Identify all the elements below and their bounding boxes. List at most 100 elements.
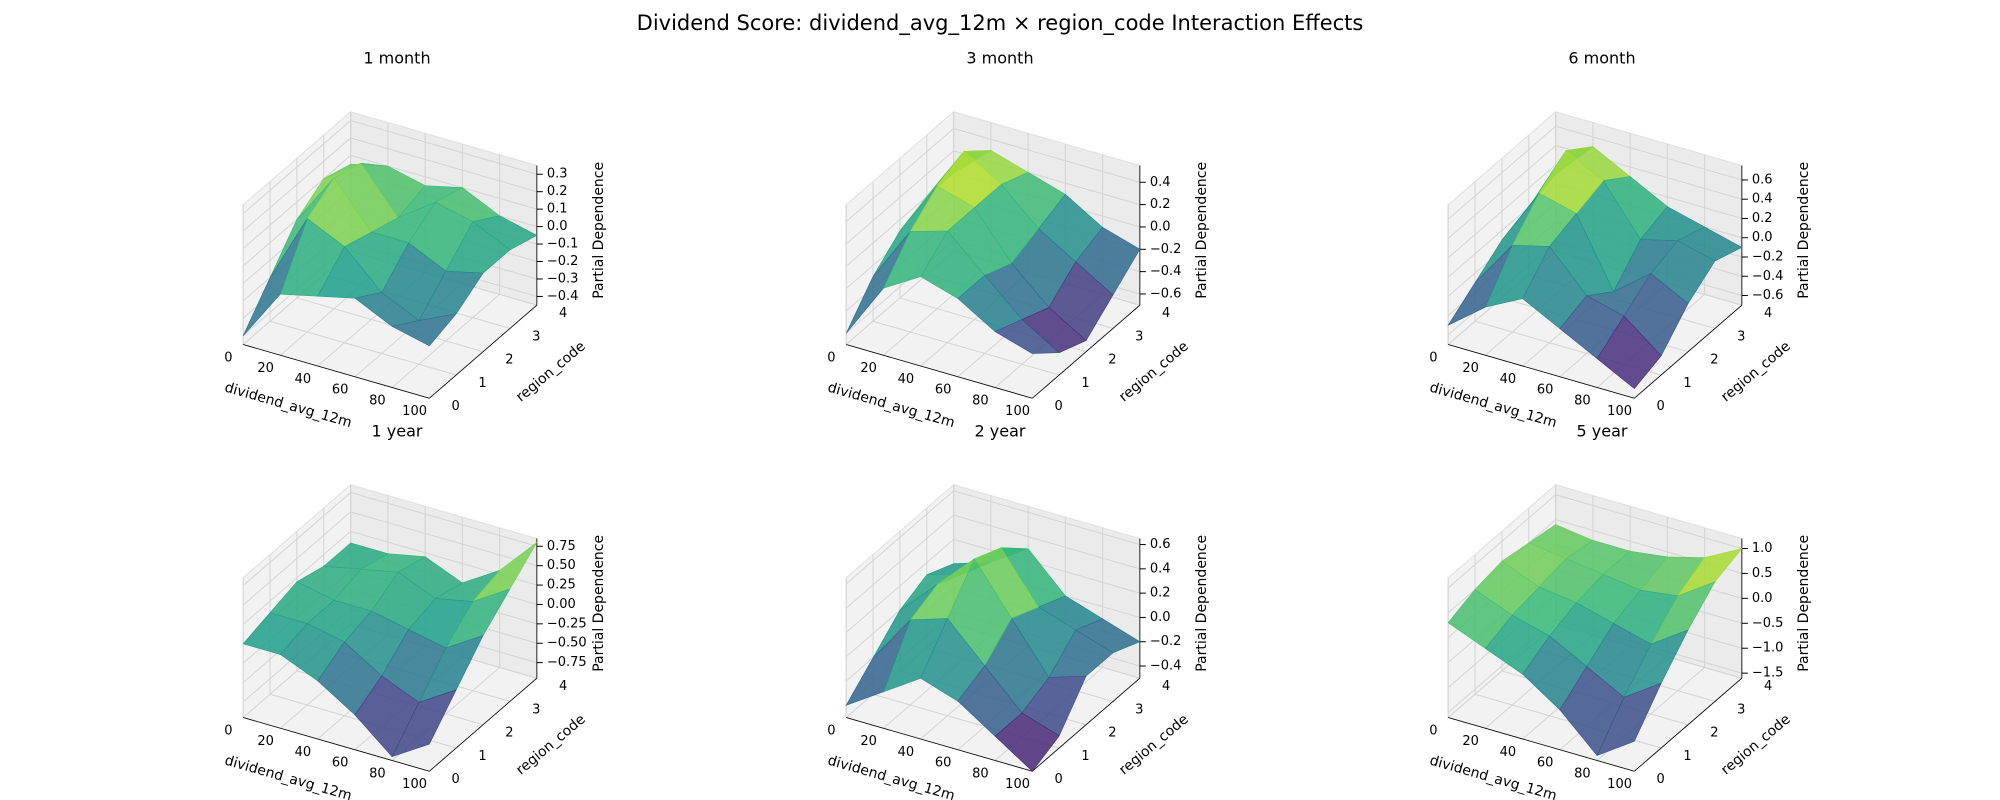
axis-line [1634, 304, 1743, 399]
z-axis-label: Partial Dependence [1796, 162, 1812, 299]
subplot-title: 2 year [975, 422, 1026, 441]
axis-line [1634, 677, 1743, 772]
figure-title: Dividend Score: dividend_avg_12m × regio… [637, 11, 1364, 36]
z-axis-label: Partial Dependence [1194, 535, 1210, 672]
surface-patch [1596, 315, 1662, 390]
axis-line [429, 304, 538, 399]
subplot-title: 5 year [1577, 422, 1628, 441]
x-tick-label: 0 [827, 350, 835, 365]
y-tick-label: 3 [1737, 702, 1745, 717]
z-tick-label: 0.5 [1752, 566, 1773, 581]
y-tick-label: 4 [1162, 679, 1170, 694]
z-tick-label: −0.4 [1150, 264, 1182, 279]
y-tick-label: 0 [1055, 399, 1063, 414]
y-tick-label: 4 [1764, 306, 1772, 321]
z-tick-label: 0.4 [1150, 561, 1171, 576]
surface-patch [1596, 682, 1662, 757]
x-tick-label: 60 [1537, 383, 1554, 398]
grid-line [242, 120, 351, 214]
surface-patch [391, 313, 457, 347]
z-tick-label: −0.4 [547, 289, 579, 304]
surface-patch [391, 689, 457, 758]
y-tick-label: 1 [1683, 749, 1691, 764]
x-tick-label: 60 [1537, 756, 1554, 771]
y-tick-label: 1 [478, 749, 486, 764]
y-tick-label: 0 [452, 399, 460, 414]
z-tick-label: −0.2 [547, 254, 579, 269]
x-tick-label: 80 [972, 766, 989, 781]
x-tick-label: 80 [972, 393, 989, 408]
z-tick-label: −0.2 [1150, 242, 1182, 257]
z-tick-label: −0.1 [547, 237, 579, 252]
grid-line [1447, 494, 1556, 589]
y-tick-label: 0 [452, 772, 460, 787]
grid-line [1447, 145, 1556, 239]
y-tick-label: 1 [1081, 376, 1089, 391]
z-axis-label: Partial Dependence [591, 535, 607, 672]
grid-line [953, 490, 1140, 546]
z-tick-label: 0.6 [1752, 172, 1773, 187]
y-tick-label: 2 [505, 726, 513, 741]
z-tick-label: 0.0 [1150, 219, 1171, 234]
axis-line [243, 717, 430, 772]
grid-line [242, 155, 351, 249]
grid-line [1555, 125, 1742, 181]
x-tick-label: 60 [332, 756, 349, 771]
grid-line [845, 150, 954, 245]
y-tick-label: 4 [559, 679, 567, 694]
z-axis-label: Partial Dependence [1796, 535, 1812, 672]
z-tick-label: 0.4 [1752, 192, 1773, 207]
x-tick-label: 100 [1005, 404, 1030, 419]
y-tick-label: 4 [559, 306, 567, 321]
z-tick-label: 0.4 [1150, 175, 1171, 190]
x-tick-label: 100 [1607, 404, 1632, 419]
z-tick-label: −1.0 [1752, 641, 1784, 656]
z-tick-label: −0.50 [547, 636, 587, 651]
z-tick-label: 0.3 [547, 167, 568, 182]
axis-line [1032, 304, 1141, 399]
y-tick-label: 0 [1657, 399, 1665, 414]
grid-line [350, 137, 537, 193]
subplot-title: 1 year [372, 422, 423, 441]
grid-line [953, 128, 1140, 183]
y-tick-label: 0 [1657, 772, 1665, 787]
x-tick-label: 80 [369, 766, 386, 781]
z-axis-label: Partial Dependence [591, 162, 607, 299]
grid-line [350, 154, 537, 210]
grid-line [845, 128, 954, 222]
z-tick-label: −0.2 [1150, 634, 1182, 649]
x-tick-label: 0 [1429, 350, 1437, 365]
z-tick-label: 0.2 [1150, 586, 1171, 601]
grid-line [350, 492, 537, 547]
x-tick-label: 0 [1429, 723, 1437, 738]
z-tick-label: −0.3 [547, 271, 579, 286]
x-tick-label: 20 [860, 361, 877, 376]
x-tick-label: 40 [1500, 745, 1517, 760]
subplot-title: 3 month [966, 49, 1033, 68]
axis-line [846, 717, 1033, 772]
z-tick-label: 0.50 [547, 558, 576, 573]
grid-line [845, 490, 954, 585]
subplot-title: 1 month [363, 49, 430, 68]
y-tick-label: 4 [1764, 679, 1772, 694]
grid-line [1555, 494, 1742, 549]
y-tick-label: 3 [1135, 329, 1143, 344]
x-tick-label: 40 [898, 372, 915, 387]
subplot: 0 20 40 60 80 100 0 1 2 3 4 −0.4 −0.3 −0.2 −0.1 0.0 0.1 0… [223, 49, 607, 432]
x-tick-label: 60 [935, 383, 952, 398]
x-tick-label: 20 [860, 734, 877, 749]
x-tick-label: 100 [402, 777, 427, 792]
x-tick-label: 100 [402, 404, 427, 419]
y-tick-label: 2 [1710, 726, 1718, 741]
z-tick-label: 0.0 [1752, 591, 1773, 606]
grid-line [242, 530, 351, 625]
axis-line [1032, 677, 1141, 772]
grid-line [872, 320, 1060, 376]
subplot-title: 6 month [1568, 49, 1635, 68]
x-tick-label: 0 [827, 723, 835, 738]
z-tick-label: −0.4 [1752, 269, 1784, 284]
